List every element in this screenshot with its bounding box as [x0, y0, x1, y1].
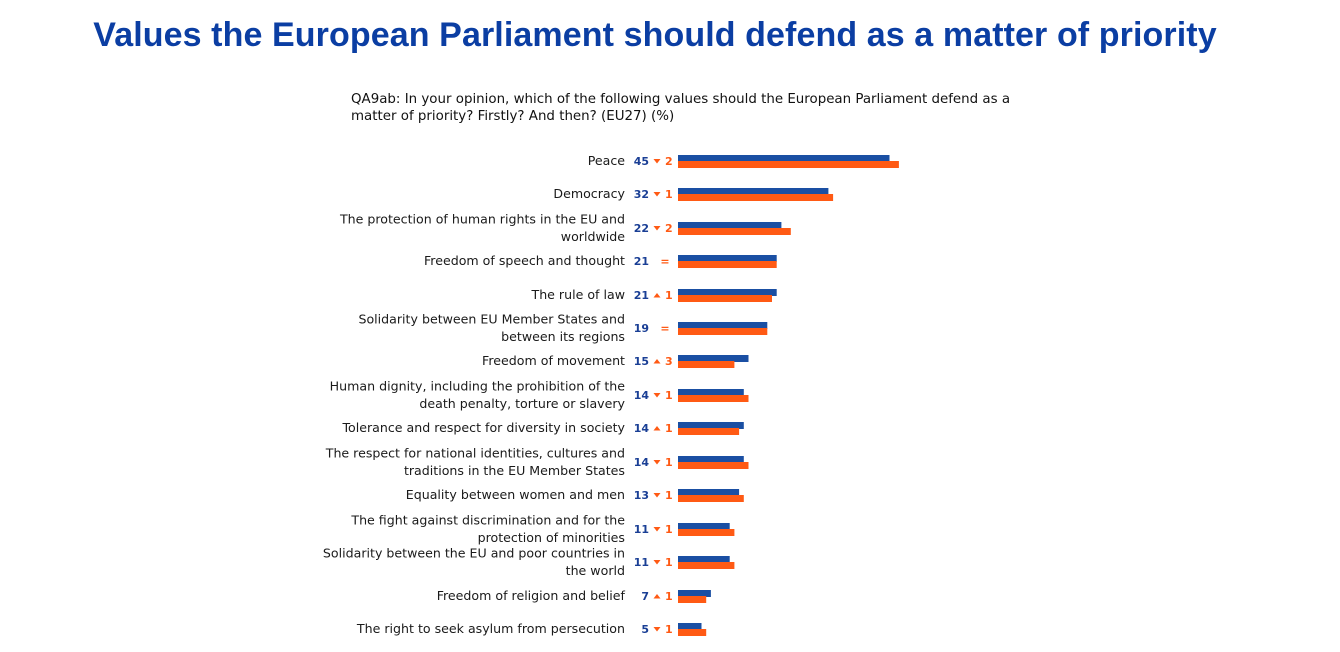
change-equal-label: = [660, 255, 669, 268]
value-label: 45 [634, 155, 649, 168]
bar-current [678, 422, 744, 429]
bar-previous [678, 596, 707, 603]
category-label: The fight against discrimination and for… [350, 512, 625, 527]
bar-previous [678, 395, 749, 402]
up-arrow-icon [653, 426, 661, 431]
bar-current [678, 456, 744, 463]
down-arrow-icon [653, 159, 661, 164]
bar-previous [678, 161, 899, 168]
bar-previous [678, 529, 735, 536]
bar-current [678, 523, 730, 530]
question-line: QA9ab: In your opinion, which of the fol… [351, 92, 1011, 107]
bar-previous [678, 328, 768, 335]
page-title: Values the European Parliament should de… [93, 16, 1217, 54]
change-value-label: 1 [665, 389, 673, 402]
bar-current [678, 155, 890, 162]
value-label: 11 [634, 556, 649, 569]
change-value-label: 2 [665, 222, 673, 235]
bar-previous [678, 428, 740, 435]
category-label: Human dignity, including the prohibition… [330, 378, 626, 393]
value-label: 21 [634, 289, 649, 302]
category-label: Peace [588, 153, 626, 168]
change-value-label: 1 [665, 623, 673, 636]
bar-previous [678, 361, 735, 368]
value-label: 5 [641, 623, 649, 636]
change-value-label: 1 [665, 456, 673, 469]
category-label: The rule of law [531, 287, 626, 302]
question-line: matter of priority? Firstly? And then? (… [351, 109, 675, 124]
change-value-label: 1 [665, 523, 673, 536]
category-label: Democracy [553, 186, 625, 201]
bar-current [678, 255, 777, 262]
category-label: The right to seek asylum from persecutio… [356, 621, 625, 636]
bar-previous [678, 295, 772, 302]
category-label: protection of minorities [478, 530, 625, 545]
category-label: Freedom of speech and thought [424, 253, 625, 268]
value-label: 14 [634, 389, 650, 402]
bar-previous [678, 629, 707, 636]
category-label: the world [566, 563, 625, 578]
bar-current [678, 188, 829, 195]
down-arrow-icon [653, 627, 661, 632]
value-label: 22 [634, 222, 649, 235]
bar-current [678, 556, 730, 563]
bar-previous [678, 462, 749, 469]
bar-current [678, 590, 711, 597]
category-label: Equality between women and men [406, 487, 625, 502]
down-arrow-icon [653, 493, 661, 498]
change-value-label: 1 [665, 289, 673, 302]
bar-current [678, 389, 744, 396]
down-arrow-icon [653, 393, 661, 398]
bar-current [678, 355, 749, 362]
down-arrow-icon [653, 226, 661, 231]
value-label: 21 [634, 255, 649, 268]
bar-current [678, 289, 777, 296]
value-label: 13 [634, 489, 649, 502]
up-arrow-icon [653, 594, 661, 599]
change-value-label: 3 [665, 355, 673, 368]
change-value-label: 1 [665, 556, 673, 569]
category-label: Freedom of movement [482, 353, 625, 368]
category-label: death penalty, torture or slavery [419, 396, 625, 411]
bar-current [678, 322, 768, 329]
change-value-label: 1 [665, 422, 673, 435]
change-value-label: 1 [665, 489, 673, 502]
bar-previous [678, 228, 791, 235]
value-label: 7 [641, 590, 649, 603]
bar-previous [678, 261, 777, 268]
down-arrow-icon [653, 192, 661, 197]
bar-current [678, 489, 740, 496]
down-arrow-icon [653, 560, 661, 565]
category-label: The protection of human rights in the EU… [339, 211, 625, 226]
question-text: QA9ab: In your opinion, which of the fol… [351, 91, 1011, 125]
category-label: worldwide [561, 229, 625, 244]
bar-previous [678, 194, 834, 201]
change-value-label: 1 [665, 590, 673, 603]
bar-previous [678, 562, 735, 569]
value-label: 32 [634, 188, 649, 201]
category-label: Solidarity between the EU and poor count… [323, 545, 625, 560]
category-label: Tolerance and respect for diversity in s… [341, 420, 625, 435]
change-equal-label: = [660, 322, 669, 335]
change-value-label: 2 [665, 155, 673, 168]
value-label: 14 [634, 456, 650, 469]
up-arrow-icon [653, 359, 661, 364]
down-arrow-icon [653, 460, 661, 465]
up-arrow-icon [653, 293, 661, 298]
bar-current [678, 623, 702, 630]
bar-previous [678, 495, 744, 502]
value-label: 11 [634, 523, 649, 536]
bar-current [678, 222, 782, 229]
category-label: Freedom of religion and belief [437, 588, 626, 603]
category-label: traditions in the EU Member States [404, 463, 625, 478]
down-arrow-icon [653, 527, 661, 532]
change-value-label: 1 [665, 188, 673, 201]
value-label: 19 [634, 322, 649, 335]
value-label: 15 [634, 355, 649, 368]
category-label: between its regions [501, 329, 625, 344]
category-label: The respect for national identities, cul… [325, 445, 625, 460]
value-label: 14 [634, 422, 650, 435]
category-label: Solidarity between EU Member States and [358, 311, 625, 326]
